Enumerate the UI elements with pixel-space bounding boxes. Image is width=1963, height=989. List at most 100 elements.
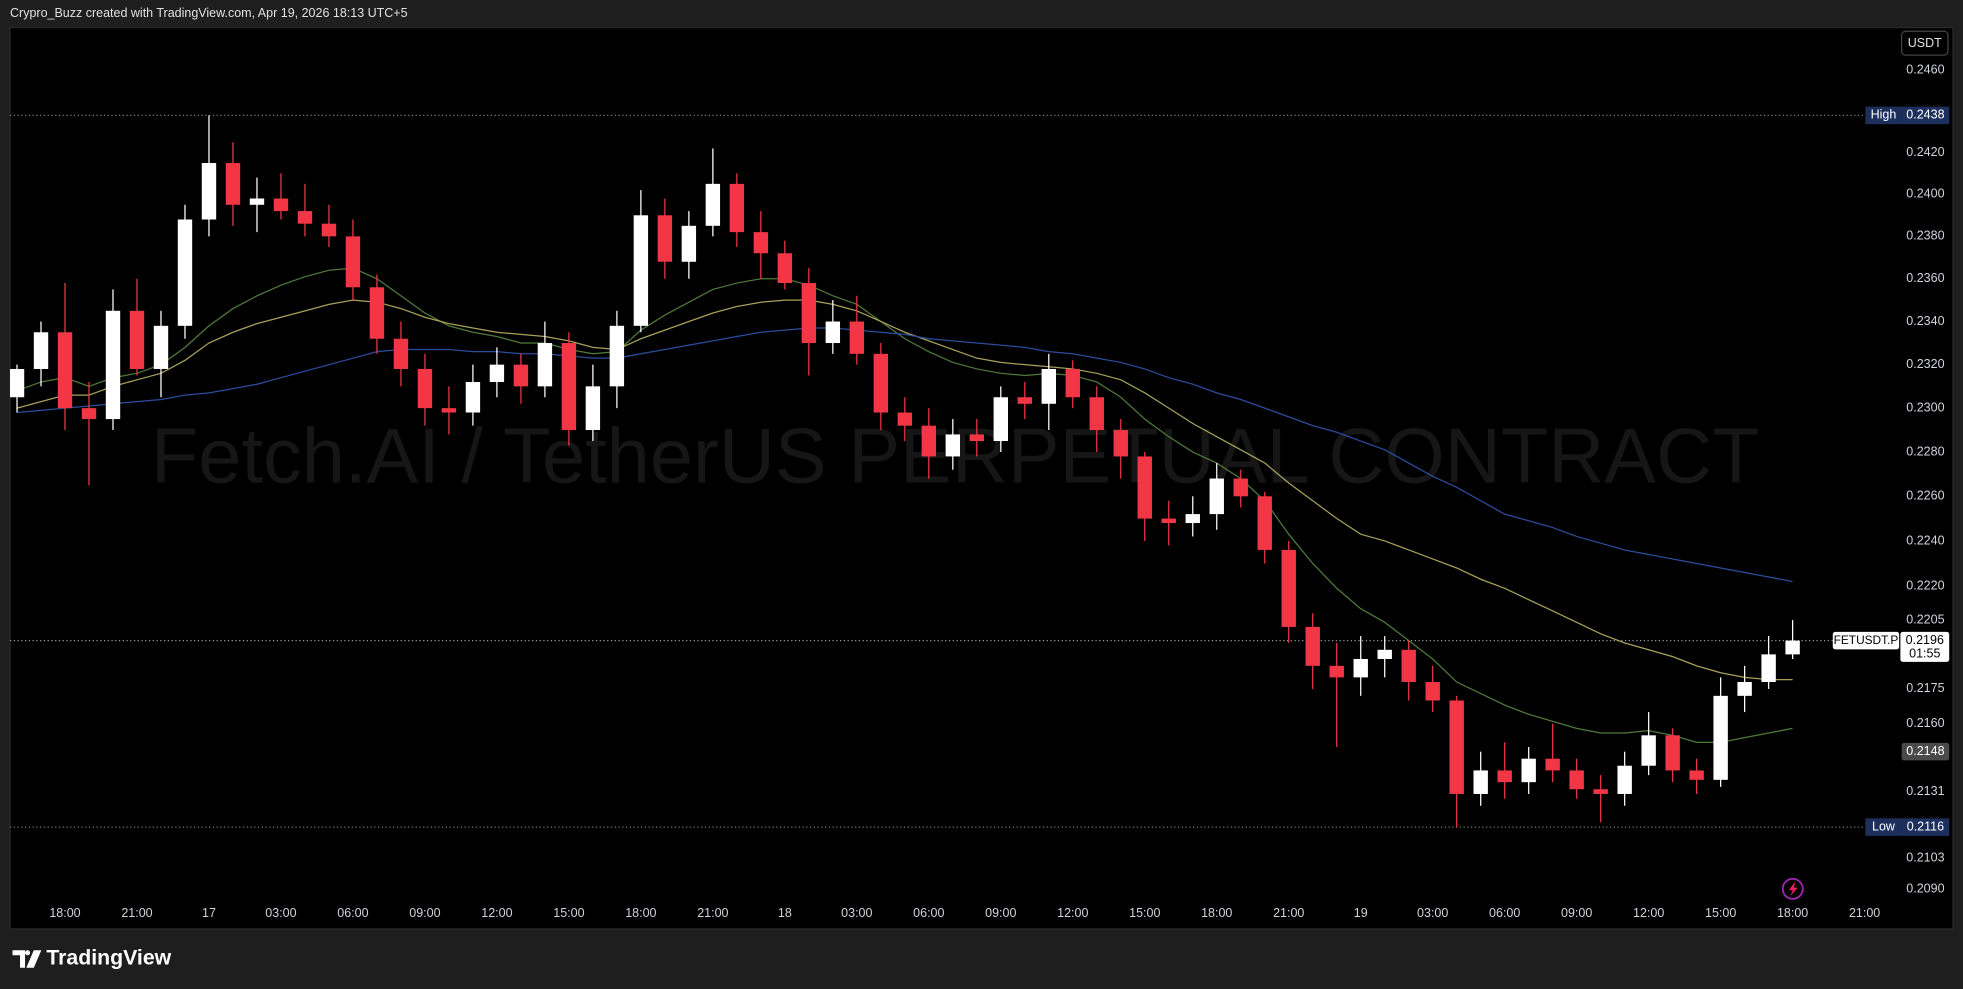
badge-label-bg [1865, 818, 1902, 836]
last-price-bg [1900, 631, 1950, 662]
plot [10, 114, 1866, 828]
candle-body [801, 283, 817, 344]
candle-body [681, 225, 697, 262]
candle-body [1569, 770, 1584, 790]
candle-body [921, 425, 937, 457]
y-tick-label: 0.2320 [1906, 357, 1944, 371]
x-tick-label: 03:00 [1417, 906, 1448, 920]
x-tick-label: 15:00 [1705, 906, 1736, 920]
candle-body [873, 353, 889, 413]
candle-body [1089, 397, 1104, 431]
badge-label-bg [1865, 106, 1902, 125]
candle-body [10, 368, 25, 398]
x-tick-label: 09:00 [409, 906, 440, 920]
y-tick-label: 0.2131 [1906, 784, 1944, 798]
x-tick-label: 17 [202, 906, 216, 920]
currency-box[interactable] [1901, 30, 1949, 56]
candle-body [1137, 456, 1152, 519]
badge-label: High [1871, 108, 1897, 122]
y-tick-label: 0.2420 [1906, 145, 1944, 159]
candle-body [513, 364, 529, 387]
last-price-countdown: 01:55 [1909, 647, 1940, 661]
candle-body [1353, 658, 1368, 678]
candle-body [1329, 665, 1344, 678]
candle-body [633, 215, 649, 326]
x-tick-label: 21:00 [1273, 906, 1304, 920]
candle-body [369, 287, 385, 339]
candle-body [1521, 758, 1536, 783]
x-tick-label: 09:00 [1561, 906, 1592, 920]
currency-label[interactable]: USDT [1908, 36, 1942, 50]
candle-body [441, 408, 457, 413]
candle-body [321, 223, 337, 237]
candle-body [1185, 514, 1200, 524]
tradingview-logo: TradingView [12, 946, 172, 970]
candle-body [1233, 478, 1248, 497]
badge-value-bg [1901, 106, 1950, 125]
x-tick-label: 18:00 [625, 906, 656, 920]
marker-price-label: 0.2148 [1906, 744, 1944, 758]
badge-label: Low [1872, 819, 1896, 833]
candle-body [777, 253, 793, 284]
badge-value-bg [1901, 818, 1950, 836]
candle-body [345, 236, 361, 288]
candle-body [993, 397, 1008, 442]
x-tick-label: 18:00 [49, 906, 80, 920]
candle-body [417, 368, 433, 409]
candle-body [105, 310, 121, 420]
candle-body [489, 364, 505, 383]
y-tick-label: 0.2300 [1906, 400, 1944, 414]
candle-body [1425, 681, 1440, 701]
x-tick-label: 18 [778, 906, 792, 920]
candle-body [1305, 626, 1320, 666]
candle-body [1665, 735, 1680, 771]
candle-body [1449, 700, 1464, 794]
candle-body [1641, 735, 1656, 766]
candle-body [177, 219, 193, 326]
candle-body [1209, 478, 1224, 515]
y-tick-label: 0.2240 [1906, 533, 1944, 547]
candle-body [537, 343, 553, 387]
y-tick-label: 0.2380 [1906, 229, 1944, 243]
candle-body [1473, 770, 1488, 794]
y-tick-label: 0.2160 [1906, 716, 1944, 730]
candle-body [897, 412, 913, 426]
y-tick-label: 0.2360 [1906, 271, 1944, 285]
y-tick-label: 0.2103 [1906, 850, 1944, 864]
candle-body [1785, 640, 1800, 655]
candle-body [1761, 654, 1776, 682]
x-tick-label: 12:00 [1057, 906, 1088, 920]
logo-text: TradingView [46, 946, 171, 970]
candle-body [729, 183, 745, 233]
y-tick-label: 0.2260 [1906, 489, 1944, 503]
moving-average-line [16, 267, 1793, 744]
candle-body [129, 310, 145, 369]
candle-body [297, 211, 313, 224]
candle-body [1017, 397, 1032, 404]
x-tick-label: 03:00 [265, 906, 296, 920]
candle-body [1065, 368, 1080, 398]
y-tick-label: 0.2175 [1906, 681, 1944, 695]
x-tick-label: 15:00 [1129, 906, 1160, 920]
marker-price-bg [1901, 742, 1950, 761]
last-price-symbol-bg [1832, 631, 1900, 650]
x-tick-label: 03:00 [841, 906, 872, 920]
x-tick-label: 06:00 [913, 906, 944, 920]
y-tick-label: 0.2205 [1906, 612, 1944, 626]
candle-body [1737, 681, 1752, 696]
candle-body [1161, 518, 1176, 524]
last-price-value: 0.2196 [1906, 633, 1944, 647]
x-tick-label: 18:00 [1201, 906, 1232, 920]
candle-body [1401, 649, 1416, 682]
candle-body [609, 325, 625, 387]
candle-body [1689, 770, 1704, 780]
badge-value: 0.2116 [1907, 819, 1944, 833]
lightning-icon[interactable] [1781, 877, 1804, 900]
x-tick-label: 09:00 [985, 906, 1016, 920]
y-tick-label: 0.2280 [1906, 444, 1944, 458]
x-tick-label: 15:00 [553, 906, 584, 920]
header-text: Crypro_Buzz created with TradingView.com… [10, 6, 408, 20]
candle-body [1377, 649, 1392, 659]
y-tick-label: 0.2460 [1906, 63, 1944, 77]
